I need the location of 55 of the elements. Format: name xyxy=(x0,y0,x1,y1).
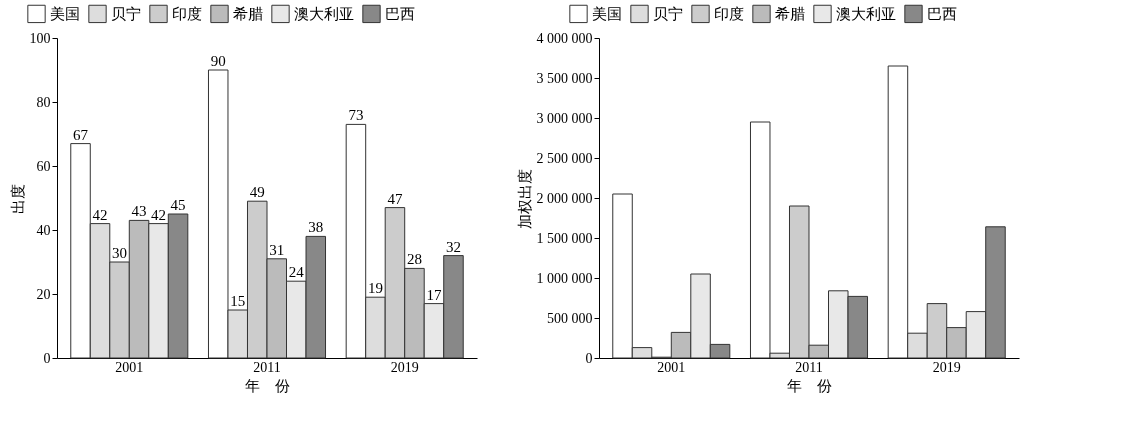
x-tick-label: 2019 xyxy=(390,359,419,375)
data-label: 45 xyxy=(170,197,186,213)
y-tick-label: 3 500 000 xyxy=(536,70,593,86)
data-label: 67 xyxy=(73,126,89,143)
data-label: 38 xyxy=(308,219,324,236)
data-label: 73 xyxy=(348,107,364,124)
legend-label: 澳大利亚 xyxy=(836,5,896,22)
data-label: 42 xyxy=(151,206,167,223)
data-label: 17 xyxy=(426,286,442,303)
y-tick-label: 4 000 000 xyxy=(536,30,593,46)
y-tick-label: 1 000 000 xyxy=(536,270,593,286)
legend-label: 印度 xyxy=(172,5,202,22)
legend-label: 印度 xyxy=(714,5,744,22)
legend-label: 美国 xyxy=(592,5,622,22)
data-label: 30 xyxy=(112,245,128,261)
legend-label: 美国 xyxy=(50,5,80,22)
x-axis-title: 年 份 xyxy=(787,377,832,394)
x-tick-label: 2011 xyxy=(253,359,281,375)
x-tick-label: 2019 xyxy=(932,359,961,375)
y-tick-label: 0 xyxy=(43,350,51,366)
y-tick-label: 40 xyxy=(36,222,51,238)
y-tick-label: 20 xyxy=(36,286,51,302)
y-tick-label: 0 xyxy=(585,350,593,366)
legend-label: 巴西 xyxy=(927,5,957,22)
y-tick-label: 1 500 000 xyxy=(536,230,593,246)
data-label: 47 xyxy=(387,190,403,207)
legend-label: 巴西 xyxy=(385,5,415,22)
data-label: 19 xyxy=(367,280,383,297)
y-tick-label: 2 000 000 xyxy=(536,190,593,206)
y-tick-label: 80 xyxy=(36,94,51,110)
x-tick-label: 2011 xyxy=(795,359,823,375)
legend-label: 贝宁 xyxy=(653,5,683,22)
data-label: 43 xyxy=(131,203,147,220)
y-tick-label: 3 000 000 xyxy=(536,110,593,126)
data-label: 42 xyxy=(92,206,108,223)
legend-label: 希腊 xyxy=(233,5,263,22)
y-tick-label: 2 500 000 xyxy=(536,150,593,166)
x-axis-title: 年 份 xyxy=(245,377,290,394)
data-label: 15 xyxy=(230,293,246,309)
data-label: 90 xyxy=(210,53,226,69)
x-tick-label: 2001 xyxy=(115,359,144,375)
data-label: 32 xyxy=(445,238,461,255)
y-tick-label: 60 xyxy=(36,158,51,174)
y-axis-title: 出度 xyxy=(9,183,26,214)
data-label: 24 xyxy=(288,264,305,281)
legend-label: 贝宁 xyxy=(111,5,141,22)
y-axis-title: 加权出度 xyxy=(516,168,533,229)
legend-label: 希腊 xyxy=(775,5,805,22)
x-tick-label: 2001 xyxy=(657,359,686,375)
data-label: 31 xyxy=(269,241,285,258)
y-tick-label: 100 xyxy=(29,30,51,46)
data-label: 28 xyxy=(406,251,422,268)
y-tick-label: 500 000 xyxy=(547,310,593,326)
data-label: 49 xyxy=(249,184,265,201)
legend-label: 澳大利亚 xyxy=(294,5,354,22)
